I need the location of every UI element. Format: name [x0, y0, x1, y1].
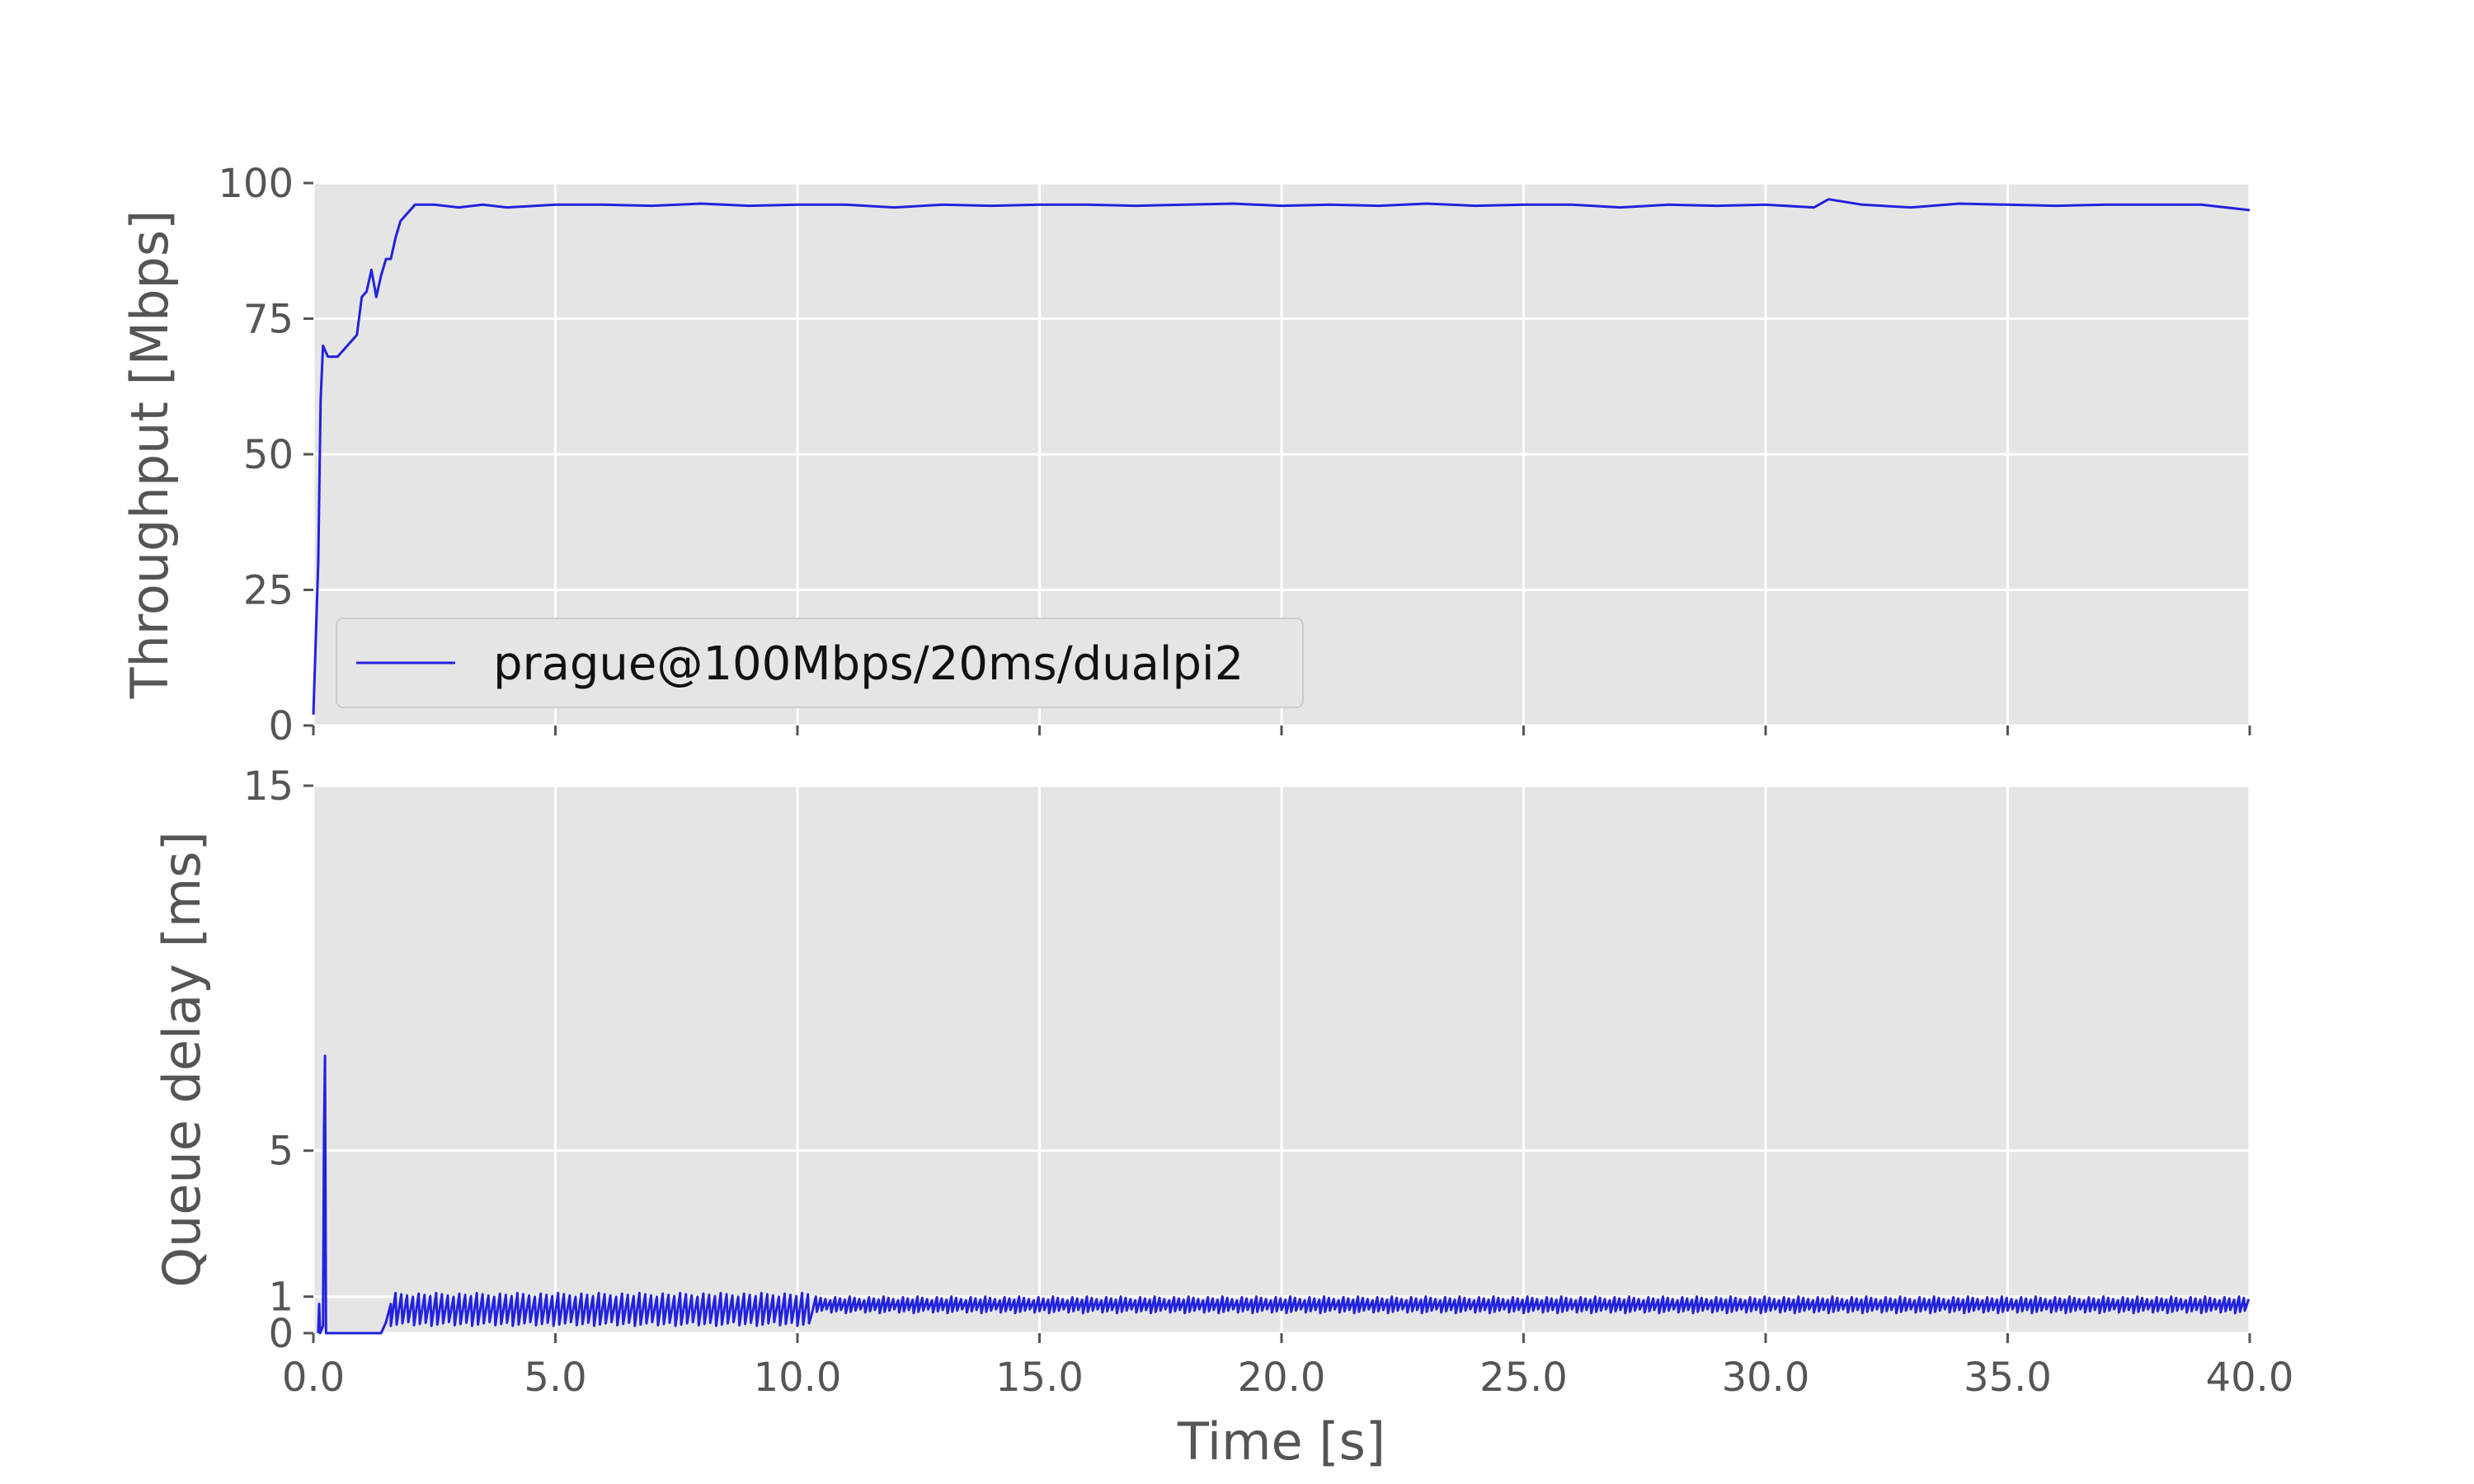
x-tick-label: 0.0: [282, 1355, 345, 1401]
throughput-y-axis-label: Throughput [Mbps]: [120, 210, 180, 700]
legend-entry-label: prague@100Mbps/20ms/dualpi2: [493, 637, 1244, 691]
queue-delay-grid: [312, 784, 2251, 1335]
throughput-series: [312, 198, 2251, 715]
y-tick-label: 100: [218, 161, 294, 207]
throughput-ticks: 0 25 50 75 100: [218, 161, 2251, 749]
legend-box: [336, 618, 1304, 708]
y-tick-label: 0: [268, 703, 294, 749]
x-tick-label: 20.0: [1238, 1355, 1326, 1401]
y-tick-label: 50: [243, 432, 294, 478]
queue-delay-y-axis-label: Queue delay [ms]: [152, 831, 212, 1288]
x-tick-label: 5.0: [524, 1355, 586, 1401]
throughput-panel: 0 25 50 75 100 Throughput [Mbps] prague@100M…: [120, 161, 2251, 749]
x-tick-label: 40.0: [2206, 1355, 2294, 1401]
x-tick-label: 30.0: [1722, 1355, 1810, 1401]
y-tick-label: 1: [268, 1275, 294, 1321]
x-tick-label: 15.0: [995, 1355, 1084, 1401]
time-x-axis-label: Time [s]: [1177, 1411, 1385, 1472]
y-tick-label: 15: [243, 763, 294, 810]
series-line: [312, 198, 2251, 715]
x-tick-label: 10.0: [754, 1355, 842, 1401]
y-tick-label: 25: [243, 568, 294, 614]
x-tick-label: 25.0: [1479, 1355, 1568, 1401]
y-tick-label: 0: [268, 1311, 294, 1357]
x-tick-label: 35.0: [1964, 1355, 2052, 1401]
y-tick-label: 75: [243, 297, 294, 343]
y-tick-label: 5: [268, 1129, 294, 1175]
queue-delay-panel: 0.0 5.0 10.0 15.0 20.0 25.0 30.0 35.0 40.001515 …: [152, 763, 2293, 1472]
legend: prague@100Mbps/20ms/dualpi2: [336, 618, 1304, 708]
series-line: [317, 1054, 2251, 1335]
queue-delay-series: [317, 1054, 2251, 1335]
